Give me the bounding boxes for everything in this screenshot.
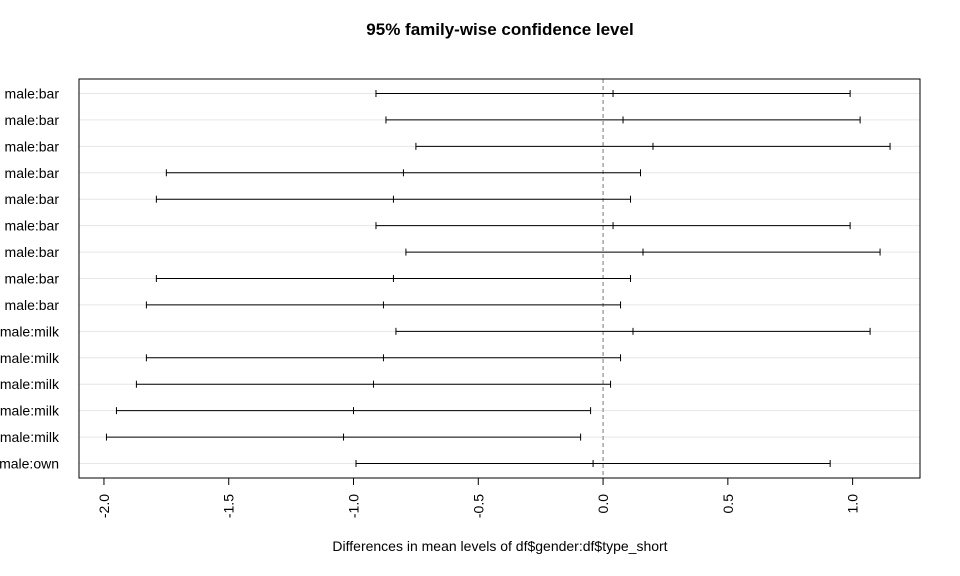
interval-9 [145,301,622,309]
x-tick-label: -2.0 [96,494,112,518]
interval-10 [395,327,871,335]
x-tick-label: -1.5 [221,494,237,518]
confidence-intervals [105,90,891,467]
interval-13 [115,407,592,415]
x-axis-label: Differences in mean levels of df$gender:… [332,538,667,554]
x-tick-label: 1.0 [845,494,861,514]
x-axis: -2.0 -1.5 -1.0 -0.5 0.0 0.5 1.0 [96,477,861,518]
interval-5 [155,195,632,203]
y-tick-label: male:bar [5,297,60,313]
y-tick-label: male:bar [5,165,60,181]
interval-6 [375,222,851,230]
interval-15 [355,460,831,467]
y-tick-label: male:milk [0,376,60,392]
chart-title: 95% family-wise confidence level [366,20,633,39]
x-tick-label: -1.0 [346,494,362,518]
x-tick-label: 0.0 [595,494,611,514]
x-tick-label: 0.5 [720,494,736,514]
y-tick-label: male:bar [5,86,60,102]
interval-2 [385,116,861,124]
interval-14 [105,433,582,441]
interval-1 [375,90,851,97]
y-tick-labels: male:bar male:bar male:bar male:bar male:bar… [0,86,60,472]
y-tick-label: male:milk [0,403,60,419]
y-tick-label: male:bar [5,271,60,287]
interval-8 [155,275,632,282]
y-tick-label: male:own [0,456,59,472]
y-tick-label: male:bar [5,244,60,260]
x-tick-label: -0.5 [470,494,486,518]
interval-7 [405,248,881,256]
interval-11 [145,354,622,362]
y-tick-label: male:milk [0,350,60,366]
y-tick-label: male:bar [5,191,60,207]
y-tick-label: male:bar [5,218,60,234]
interval-12 [135,380,612,388]
y-tick-label: male:bar [5,138,60,154]
y-tick-label: male:milk [0,429,60,445]
y-tick-label: male:milk [0,323,60,339]
interval-3 [415,142,891,150]
interval-4 [165,169,641,177]
y-tick-label: male:bar [5,112,60,128]
